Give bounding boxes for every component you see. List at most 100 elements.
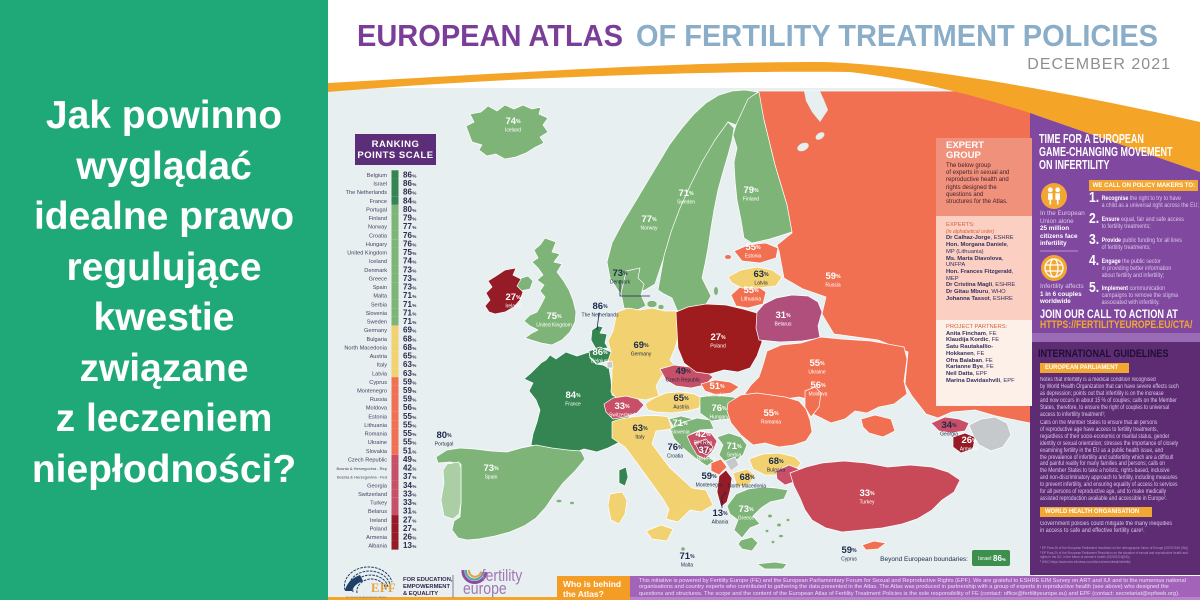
svg-text:Belarus: Belarus (775, 322, 792, 328)
svg-text:55%: 55% (763, 408, 779, 419)
svg-text:73%: 73% (403, 274, 416, 283)
svg-text:55%: 55% (403, 438, 416, 447)
svg-text:Belarus: Belarus (368, 509, 387, 515)
svg-text:31%: 31% (775, 310, 791, 321)
svg-text:76%: 76% (711, 403, 727, 414)
svg-text:Italy: Italy (635, 435, 645, 441)
svg-text:76%: 76% (403, 240, 416, 249)
svg-text:Czech Republic: Czech Republic (348, 458, 387, 464)
svg-text:Bosnia & Herzegovina - Fed: Bosnia & Herzegovina - Fed (337, 475, 387, 480)
svg-text:Lithuania: Lithuania (741, 297, 762, 303)
svg-text:71%: 71% (403, 291, 416, 300)
svg-text:75%: 75% (546, 311, 562, 322)
svg-text:Georgia: Georgia (940, 432, 958, 438)
svg-text:France: France (565, 402, 581, 408)
svg-text:Germany: Germany (364, 328, 387, 334)
svg-text:Cyprus: Cyprus (369, 380, 387, 386)
svg-text:United Kingdom: United Kingdom (347, 251, 387, 257)
svg-text:Albania: Albania (368, 544, 388, 550)
svg-text:71%: 71% (403, 308, 416, 317)
svg-text:86%: 86% (592, 301, 608, 312)
svg-text:Romania: Romania (365, 432, 388, 438)
svg-text:Latvia: Latvia (372, 371, 388, 377)
svg-text:55%: 55% (745, 242, 761, 253)
svg-text:Iceland: Iceland (505, 128, 521, 134)
svg-text:Montenegro: Montenegro (696, 483, 723, 489)
svg-text:Poland: Poland (370, 526, 387, 532)
svg-text:Turkey: Turkey (370, 501, 387, 507)
svg-text:Slovenia: Slovenia (366, 311, 388, 317)
svg-text:Sweden: Sweden (677, 200, 695, 206)
svg-text:Armenia: Armenia (960, 447, 979, 453)
svg-text:79%: 79% (743, 185, 759, 196)
svg-text:65%: 65% (403, 352, 416, 361)
svg-text:North Macedonia: North Macedonia (344, 345, 387, 351)
svg-text:Lithuania: Lithuania (364, 423, 388, 429)
svg-text:51%: 51% (709, 381, 725, 392)
svg-text:73%: 73% (738, 504, 754, 515)
svg-text:34%: 34% (941, 420, 957, 431)
svg-text:Ukraine: Ukraine (368, 440, 387, 446)
svg-text:Czech Republic: Czech Republic (665, 378, 701, 384)
svg-text:EPF: EPF (371, 581, 396, 595)
svg-text:Albania: Albania (712, 520, 729, 526)
svg-text:51%: 51% (403, 446, 416, 455)
svg-text:63%: 63% (753, 269, 769, 280)
svg-text:73%: 73% (403, 283, 416, 292)
svg-text:Greece: Greece (738, 516, 755, 522)
svg-text:59%: 59% (825, 271, 841, 282)
svg-text:Portugal: Portugal (435, 442, 454, 448)
svg-text:Spain: Spain (373, 285, 387, 291)
svg-text:Italy: Italy (377, 363, 387, 369)
svg-text:68%: 68% (403, 343, 416, 352)
svg-text:68%: 68% (768, 456, 784, 467)
svg-text:Austria: Austria (673, 405, 689, 411)
svg-text:33%: 33% (403, 498, 416, 507)
svg-text:84%: 84% (403, 196, 416, 205)
svg-text:The Netherlands: The Netherlands (346, 190, 388, 196)
svg-text:71%: 71% (726, 441, 742, 452)
svg-text:26%: 26% (961, 435, 977, 446)
svg-text:The Netherlands: The Netherlands (582, 313, 619, 319)
svg-text:United Kingdom: United Kingdom (536, 323, 572, 329)
svg-text:Israel: Israel (978, 556, 991, 562)
svg-text:27%: 27% (505, 292, 521, 303)
svg-text:Beyond European boundaries:: Beyond European boundaries: (880, 556, 968, 563)
svg-text:Serbia: Serbia (371, 302, 388, 308)
svg-text:Germany: Germany (631, 352, 652, 358)
svg-text:37%: 37% (403, 472, 416, 481)
svg-text:Slovakia: Slovakia (708, 393, 727, 399)
svg-text:Norway: Norway (641, 226, 658, 232)
svg-text:Moldova: Moldova (366, 406, 388, 412)
svg-text:Montenegro: Montenegro (357, 389, 387, 395)
svg-text:Switzerland: Switzerland (358, 492, 387, 498)
svg-text:86%: 86% (403, 179, 416, 188)
svg-text:42%: 42% (695, 429, 711, 440)
svg-text:34%: 34% (403, 481, 416, 490)
svg-text:27%: 27% (403, 515, 416, 524)
svg-text:42%: 42% (403, 464, 416, 473)
svg-text:76%: 76% (667, 442, 683, 453)
svg-text:49%: 49% (675, 366, 691, 377)
svg-text:Hungary: Hungary (710, 415, 729, 421)
svg-text:75%: 75% (403, 248, 416, 257)
svg-text:73%: 73% (483, 463, 499, 474)
svg-text:69%: 69% (633, 340, 649, 351)
svg-text:Bosnia & Herzegovina - Rep: Bosnia & Herzegovina - Rep (337, 466, 388, 471)
svg-text:71%: 71% (678, 188, 694, 199)
svg-text:59%: 59% (403, 386, 416, 395)
svg-text:86%: 86% (592, 347, 608, 358)
svg-text:59%: 59% (841, 545, 857, 556)
svg-text:Belgium: Belgium (367, 173, 388, 179)
svg-text:59%: 59% (701, 471, 717, 482)
svg-text:Serbia: Serbia (727, 453, 742, 459)
svg-text:55%: 55% (809, 358, 825, 369)
svg-text:Switzerland: Switzerland (609, 413, 635, 419)
svg-text:63%: 63% (403, 369, 416, 378)
svg-text:13%: 13% (403, 541, 416, 550)
svg-text:77%: 77% (641, 214, 657, 225)
svg-text:31%: 31% (403, 507, 416, 516)
svg-text:RANKING: RANKING (372, 139, 420, 150)
svg-text:Poland: Poland (710, 344, 726, 350)
svg-text:BiH Fed: BiH Fed (697, 457, 715, 463)
